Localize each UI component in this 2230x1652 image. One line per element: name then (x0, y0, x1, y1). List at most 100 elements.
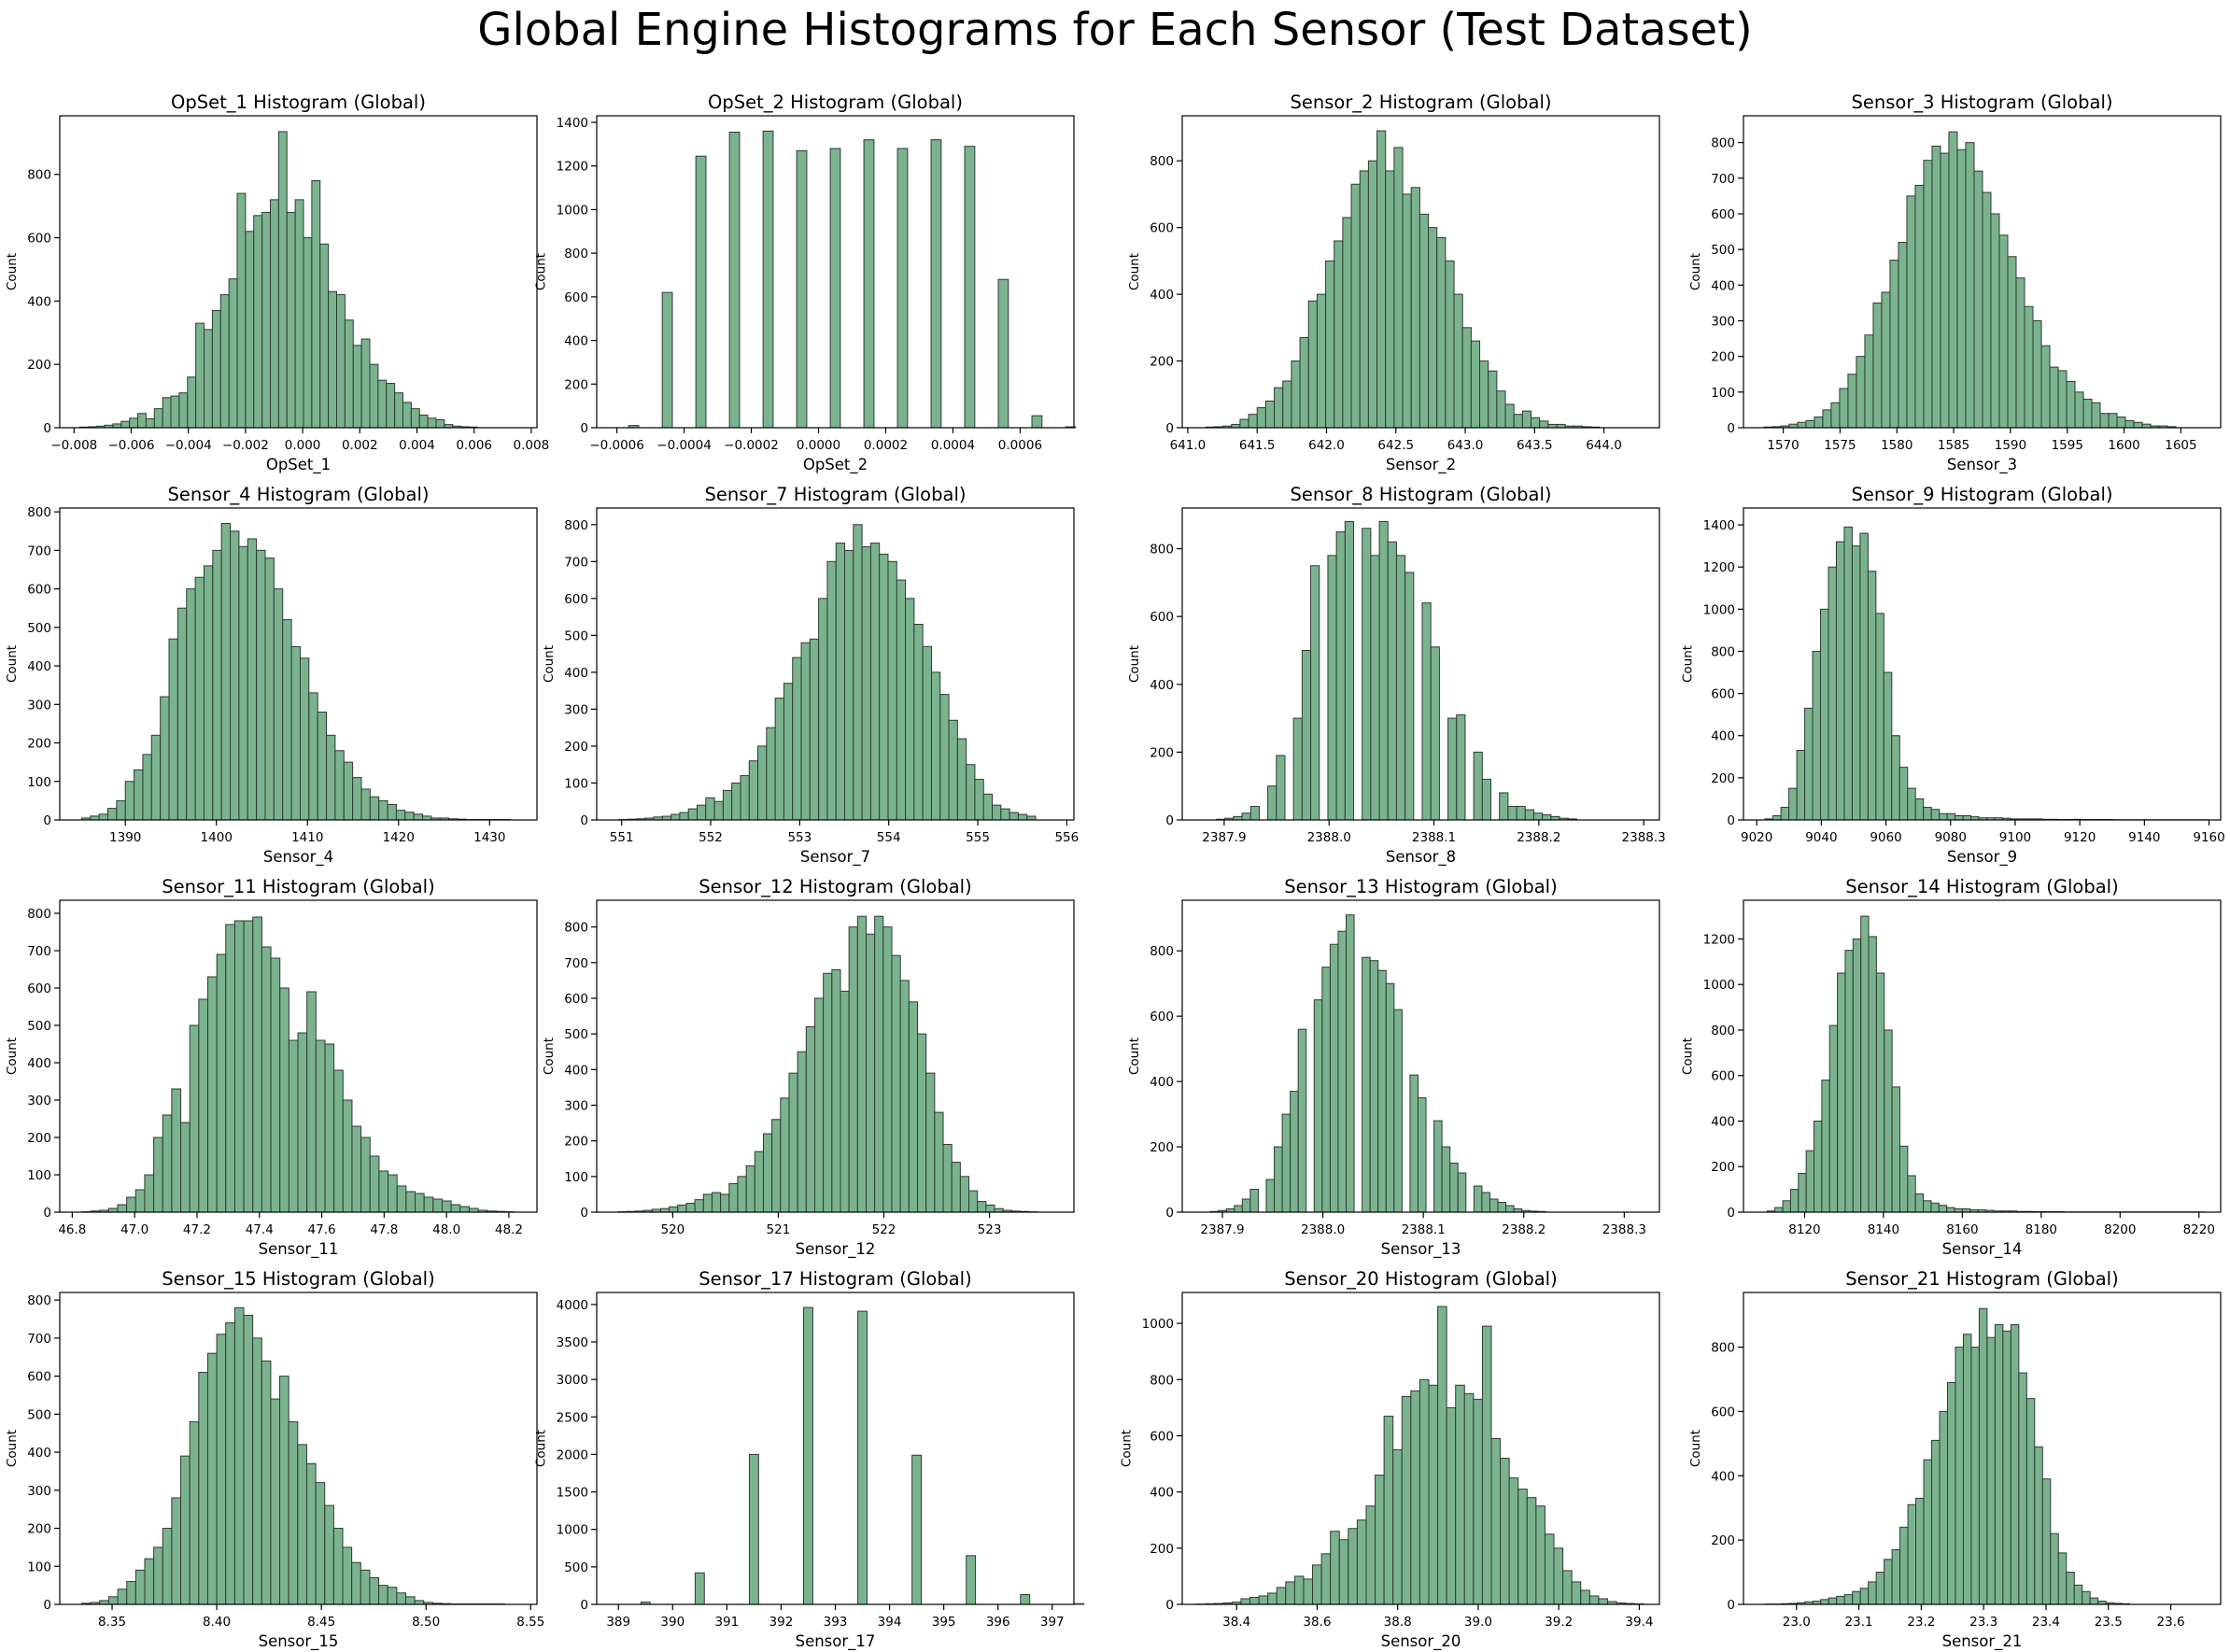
histogram-bar (1356, 1519, 1367, 1605)
x-tick-label: 1410 (291, 830, 323, 845)
x-tick-label: 1595 (2052, 438, 2083, 453)
histogram-bar (1249, 1189, 1259, 1213)
y-tick-label: 3000 (557, 1373, 588, 1388)
histogram-bar (1782, 1200, 1791, 1213)
histogram-bar (1449, 1163, 1459, 1213)
histogram-bar (1473, 751, 1483, 821)
histogram-bar (1898, 767, 1909, 821)
y-tick-label: 500 (564, 1027, 588, 1042)
y-tick-label: 500 (27, 1019, 51, 1034)
x-tick-label: 0.000 (285, 438, 321, 453)
histogram-bar (1973, 170, 1983, 429)
x-tick-label: 520 (661, 1222, 685, 1237)
histogram-bar (896, 579, 907, 821)
histogram-bar (905, 598, 915, 821)
y-tick-label: 1000 (1703, 602, 1735, 617)
histogram-bar (360, 1569, 371, 1605)
histogram-bar (1387, 541, 1397, 821)
axes-frame (596, 899, 1075, 1213)
x-axis-label: Sensor_2 (1386, 456, 1456, 474)
histogram-bar (2034, 1446, 2043, 1605)
histogram-bar (887, 560, 897, 821)
histogram-bar (414, 1600, 425, 1605)
x-tick-label: 523 (978, 1222, 1002, 1237)
histogram-bar (1428, 227, 1438, 429)
histogram-bar (1376, 130, 1387, 429)
y-tick-label: 400 (564, 1063, 588, 1078)
axes-frame (59, 115, 538, 429)
histogram-bar (1531, 417, 1541, 429)
axes-frame (1181, 1292, 1660, 1605)
y-tick-label: 200 (1150, 745, 1174, 760)
histogram-bar (378, 1585, 388, 1605)
y-tick-label: 800 (1150, 944, 1174, 959)
y-tick-label: 500 (564, 1560, 588, 1575)
x-tick-label: 0.006 (456, 438, 492, 453)
histogram-bar (1293, 1575, 1305, 1605)
histogram-bar (1868, 936, 1877, 1213)
histogram-bar (1276, 1587, 1287, 1605)
y-tick-label: 1200 (557, 160, 588, 175)
y-tick-label: 0 (43, 1206, 51, 1221)
histogram-panel: 9020 9040 9060 9080 9100 9120 9140 9160 0 200 400 6… (1681, 484, 2225, 867)
histogram-bar (745, 1165, 755, 1213)
x-axis-label: Sensor_21 (1942, 1632, 2023, 1651)
y-tick-label: 400 (27, 294, 51, 309)
panel-title: OpSet_1 Histogram (Global) (171, 92, 426, 113)
histogram-bar (956, 738, 967, 821)
x-tick-label: 390 (660, 1615, 685, 1630)
histogram-panel: 389 390 391 392 393 394 395 396 397 0 500 1000 1500 2… (534, 1268, 1085, 1651)
histogram-bar (1393, 147, 1404, 429)
histogram-bar (1812, 650, 1822, 821)
histogram-bar (126, 1196, 136, 1213)
histogram-panel: 2387.9 2388.0 2388.1 2388.2 2388.3 0 200 400 600… (1127, 876, 1660, 1259)
histogram-bar (713, 800, 724, 821)
histogram-bar (835, 543, 846, 821)
histogram-bar (2007, 256, 2017, 429)
y-tick-label: 600 (1711, 687, 1735, 702)
histogram-bar (757, 745, 768, 821)
y-tick-label: 400 (1150, 678, 1174, 693)
histogram-bar (731, 782, 741, 821)
histogram-bar (982, 793, 994, 821)
histogram-bar (2049, 366, 2059, 429)
histogram-bar (1946, 1207, 1955, 1213)
histogram-bar (1473, 1185, 1483, 1213)
histogram-bar (1249, 805, 1260, 821)
x-tick-label: 643.0 (1447, 438, 1484, 453)
x-tick-label: 396 (986, 1615, 1010, 1630)
y-tick-label: 0 (1727, 813, 1735, 828)
histogram-bar (1872, 302, 1883, 429)
histogram-bar (1517, 1489, 1528, 1605)
x-tick-label: −0.008 (50, 438, 97, 453)
x-tick-label: 2387.9 (1202, 830, 1246, 845)
histogram-panel: 8120 8140 8160 8180 8200 8220 0 200 400 600 800 100… (1681, 876, 2222, 1259)
x-tick-label: 2388.0 (1307, 830, 1351, 845)
y-tick-label: 600 (27, 583, 51, 598)
histogram-bar (1856, 356, 1866, 429)
histogram-bar (1788, 787, 1798, 821)
histogram-bar (1297, 1028, 1307, 1213)
x-tick-label: 23.5 (2095, 1615, 2123, 1630)
histogram-bar (1383, 1415, 1394, 1605)
histogram-bar (2002, 1330, 2011, 1605)
y-tick-label: 1000 (1142, 1317, 1174, 1332)
y-tick-label: 600 (1711, 207, 1735, 222)
histogram-bar (129, 417, 139, 429)
histogram-bar (233, 1306, 245, 1605)
axes-frame (1181, 115, 1660, 429)
histogram-bar (212, 549, 222, 821)
x-tick-label: 0.0000 (797, 438, 840, 453)
histogram-bar (1891, 735, 1900, 821)
histogram-bar (1843, 1594, 1854, 1605)
histogram-bar (1526, 1497, 1537, 1605)
histogram-bar (1914, 184, 1925, 429)
histogram-bar (1385, 982, 1395, 1213)
y-tick-label: 200 (27, 358, 51, 373)
histogram-bar (774, 698, 784, 821)
axes-frame (59, 899, 538, 1213)
histogram-bar (219, 294, 230, 429)
histogram-bar (1481, 1325, 1492, 1605)
panel-title: Sensor_17 Histogram (Global) (699, 1268, 971, 1290)
histogram-bar (1891, 1086, 1900, 1213)
